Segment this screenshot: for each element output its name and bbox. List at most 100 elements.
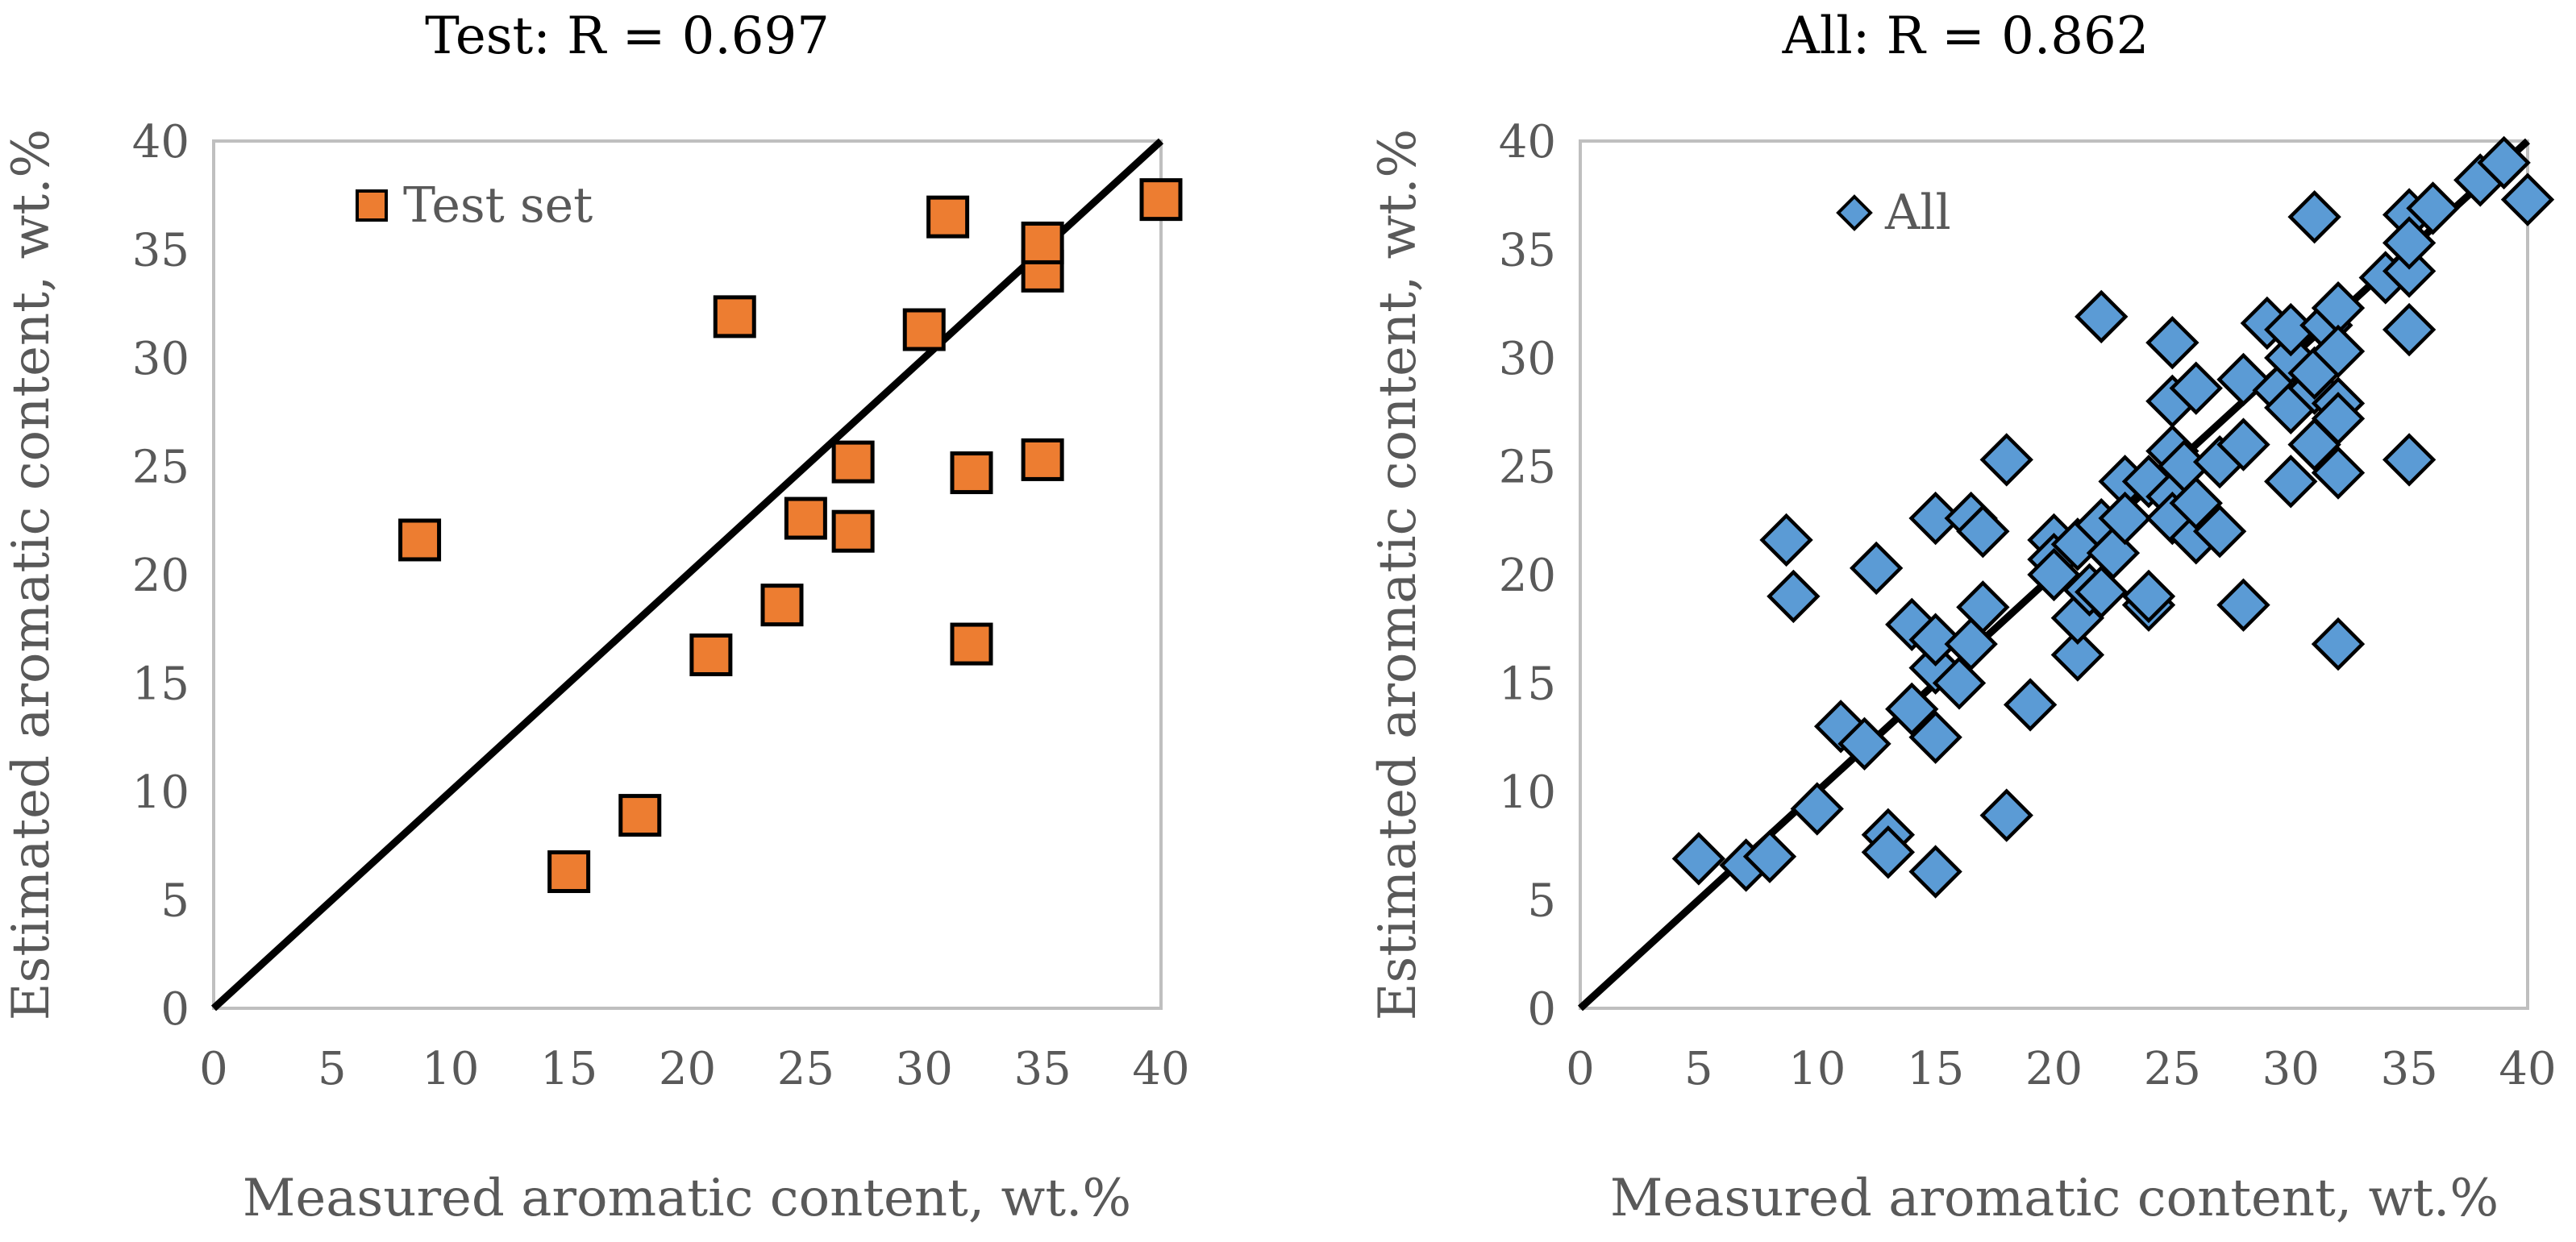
y-tick-label: 20 xyxy=(132,550,189,602)
y-tick-labels: 0 5 10 15 20 25 30 35 40 xyxy=(1499,116,1556,1036)
data-point xyxy=(950,451,993,495)
x-tick-label: 40 xyxy=(2499,1043,2556,1095)
data-point xyxy=(2098,491,2152,546)
data-point xyxy=(1908,613,1962,667)
data-point xyxy=(689,633,733,677)
data-point xyxy=(2406,181,2460,235)
y-tick-label: 0 xyxy=(160,983,189,1036)
data-point xyxy=(2264,455,2318,509)
data-point xyxy=(398,518,442,562)
test-chart: Test: R = 0.697 Estimated aromatic conte… xyxy=(2,6,1190,1228)
data-point xyxy=(1932,656,1987,710)
data-point xyxy=(2192,505,2247,559)
x-tick-label: 20 xyxy=(2025,1043,2083,1095)
data-point xyxy=(1908,710,1962,764)
legend-square-icon xyxy=(356,189,388,222)
data-point xyxy=(2477,135,2531,190)
data-point xyxy=(2311,392,2366,446)
x-tick-label: 0 xyxy=(199,1043,228,1095)
data-point xyxy=(2003,678,2058,732)
data-point xyxy=(1021,438,1064,481)
x-axis-label: Measured aromatic content, wt.% xyxy=(243,1169,1131,1228)
legend-label: Test set xyxy=(403,177,593,234)
data-point xyxy=(2121,569,2176,624)
x-tick-label: 25 xyxy=(777,1043,834,1095)
data-point xyxy=(2050,628,2105,682)
data-point xyxy=(1767,569,1821,624)
identity-line xyxy=(210,138,1164,1011)
data-point xyxy=(2169,361,2223,415)
x-tick-label: 40 xyxy=(1132,1043,1189,1095)
data-point xyxy=(1837,717,1891,771)
data-point xyxy=(2287,189,2341,244)
data-point xyxy=(831,509,875,553)
x-tick-label: 35 xyxy=(1013,1043,1071,1095)
x-tick-labels: 0 5 10 15 20 25 30 35 40 xyxy=(199,1043,1189,1095)
data-point xyxy=(1956,580,2010,634)
data-point xyxy=(1742,829,1797,883)
all-chart: All: R = 0.862 Estimated aromatic conten… xyxy=(1368,6,2557,1228)
data-point xyxy=(2216,578,2270,632)
y-tick-label: 15 xyxy=(132,658,189,711)
x-tick-label: 0 xyxy=(1566,1043,1595,1095)
data-point xyxy=(1850,541,1904,596)
y-tick-label: 25 xyxy=(132,442,189,494)
data-point xyxy=(831,440,875,484)
data-point xyxy=(1885,682,1939,736)
y-tick-label: 10 xyxy=(1499,766,1556,819)
plot-area xyxy=(1579,139,2529,1010)
chart-title: All: R = 0.862 xyxy=(1782,6,2149,66)
data-point xyxy=(1979,788,2033,842)
y-tick-label: 40 xyxy=(132,116,189,168)
x-tick-label: 30 xyxy=(2262,1043,2320,1095)
legend: All xyxy=(1836,185,1951,241)
y-tick-label: 35 xyxy=(132,225,189,277)
data-point xyxy=(950,622,993,666)
x-tick-label: 10 xyxy=(422,1043,479,1095)
x-tick-label: 5 xyxy=(1684,1043,1713,1095)
data-point xyxy=(1979,433,2033,487)
data-point xyxy=(760,584,804,627)
x-tick-label: 15 xyxy=(540,1043,597,1095)
legend-label: All xyxy=(1884,185,1951,241)
chart-title: Test: R = 0.697 xyxy=(425,6,830,66)
y-tick-label: 30 xyxy=(1499,333,1556,385)
data-point xyxy=(2216,417,2270,471)
y-tick-labels: 0 5 10 15 20 25 30 35 40 xyxy=(132,116,189,1036)
x-tick-label: 5 xyxy=(318,1043,347,1095)
x-tick-label: 10 xyxy=(1788,1043,1846,1095)
plot-area xyxy=(212,139,1163,1010)
data-point xyxy=(713,295,756,339)
data-point xyxy=(2075,565,2129,619)
data-point xyxy=(2145,315,2199,370)
data-point xyxy=(1790,782,1844,836)
data-point xyxy=(1908,491,1962,546)
x-tick-label: 25 xyxy=(2144,1043,2201,1095)
y-tick-label: 0 xyxy=(1527,983,1556,1036)
data-point xyxy=(2382,302,2437,357)
y-tick-label: 25 xyxy=(1499,442,1556,494)
data-point xyxy=(784,496,827,540)
y-tick-label: 5 xyxy=(160,875,189,928)
data-points xyxy=(1671,135,2555,899)
data-point xyxy=(1671,832,1726,886)
data-point xyxy=(1139,178,1183,222)
data-point xyxy=(1956,505,2010,559)
x-tick-label: 30 xyxy=(896,1043,953,1095)
data-point xyxy=(2075,289,2129,344)
data-point xyxy=(2311,446,2366,500)
legend-diamond-icon xyxy=(1836,194,1873,231)
data-point xyxy=(2311,617,2366,671)
data-points xyxy=(398,178,1183,894)
x-tick-label: 35 xyxy=(2380,1043,2437,1095)
data-point xyxy=(2169,476,2223,530)
x-axis-label: Measured aromatic content, wt.% xyxy=(1610,1169,2499,1228)
data-point xyxy=(2382,244,2437,298)
x-tick-label: 20 xyxy=(659,1043,716,1095)
data-point xyxy=(547,850,591,894)
data-point xyxy=(2500,172,2555,226)
legend: Test set xyxy=(356,177,593,234)
y-axis-label: Estimated aromatic content, wt.% xyxy=(2,129,61,1020)
